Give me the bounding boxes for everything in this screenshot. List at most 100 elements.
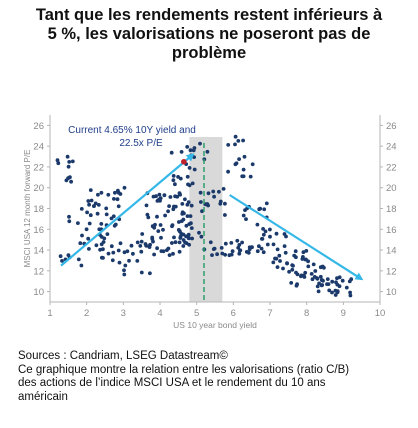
scatter-point xyxy=(337,275,342,280)
scatter-point xyxy=(89,198,94,203)
scatter-point xyxy=(223,201,227,206)
scatter-point xyxy=(66,253,71,257)
scatter-point xyxy=(67,160,72,164)
scatter-point xyxy=(187,242,192,247)
scatter-point xyxy=(58,254,63,259)
scatter-point xyxy=(255,222,260,227)
scatter-point xyxy=(112,197,116,201)
scatter-point xyxy=(56,161,61,166)
scatter-point xyxy=(93,201,98,206)
scatter-point xyxy=(309,272,314,276)
scatter-point xyxy=(157,192,162,197)
source-line: américain xyxy=(18,390,68,403)
scatter-point xyxy=(303,270,308,275)
scatter-point xyxy=(101,247,105,252)
scatter-point xyxy=(205,149,210,154)
x-tick-label: 8 xyxy=(304,308,309,319)
scatter-point xyxy=(85,210,89,215)
scatter-point xyxy=(283,250,288,255)
scatter-point xyxy=(319,283,324,288)
scatter-point xyxy=(118,192,123,196)
scatter-point xyxy=(116,188,120,193)
scatter-point xyxy=(170,223,175,228)
y-tick-label-right: 16 xyxy=(386,225,397,236)
scatter-point xyxy=(99,190,104,195)
scatter-point xyxy=(316,289,321,294)
scatter-point xyxy=(294,255,298,260)
scatter-point xyxy=(68,175,72,180)
scatter-point xyxy=(173,240,178,245)
scatter-point xyxy=(330,290,334,295)
scatter-point xyxy=(184,223,189,228)
scatter-point xyxy=(150,237,155,241)
scatter-point xyxy=(344,285,349,290)
scatter-point xyxy=(311,262,316,267)
shaded-band xyxy=(189,137,223,302)
scatter-point xyxy=(190,236,195,241)
scatter-point xyxy=(116,204,121,209)
y-tick-label-right: 18 xyxy=(386,204,397,215)
scatter-point xyxy=(144,203,149,208)
scatter-point xyxy=(101,240,106,244)
scatter-point xyxy=(325,277,330,281)
scatter-point xyxy=(138,244,143,248)
scatter-point xyxy=(289,281,294,285)
scatter-point xyxy=(158,196,163,201)
scatter-point xyxy=(235,238,240,243)
scatter-point xyxy=(80,233,84,238)
x-tick-label: 6 xyxy=(231,308,236,319)
x-tick-label: 3 xyxy=(121,308,126,319)
scatter-point xyxy=(282,244,287,249)
scatter-point xyxy=(104,206,109,211)
y-tick-label-left: 14 xyxy=(33,246,44,257)
scatter-point xyxy=(76,257,81,262)
scatter-point xyxy=(110,258,115,263)
scatter-point xyxy=(95,211,100,216)
scatter-point xyxy=(86,199,91,203)
scatter-point xyxy=(217,189,221,194)
x-tick-label: 7 xyxy=(267,308,272,319)
scatter-point xyxy=(178,229,182,234)
title-line: 5 %, les valorisations ne poseront pas d… xyxy=(47,25,371,43)
scatter-point xyxy=(192,167,197,172)
y-tick-label-right: 10 xyxy=(386,287,397,298)
scatter-point xyxy=(129,243,134,248)
scatter-point xyxy=(86,236,91,241)
scatter-point xyxy=(88,188,93,193)
scatter-point xyxy=(189,221,193,226)
scatter-point xyxy=(333,293,338,297)
scatter-point xyxy=(250,245,254,250)
scatter-point xyxy=(236,139,241,143)
scatter-point xyxy=(211,247,216,252)
scatter-point xyxy=(315,284,320,289)
scatter-point xyxy=(181,238,186,242)
scatter-point xyxy=(162,193,167,198)
current-point xyxy=(181,158,187,165)
scatter-point xyxy=(306,259,310,264)
scatter-point xyxy=(87,221,92,226)
scatter-point xyxy=(327,288,332,293)
scatter-point xyxy=(109,244,114,249)
x-tick-label: 2 xyxy=(84,308,89,319)
scatter-point xyxy=(106,192,111,197)
scatter-point xyxy=(206,191,211,196)
scatter-point xyxy=(177,220,181,224)
scatter-point xyxy=(281,266,285,271)
scatter-point xyxy=(113,222,118,227)
scatter-point xyxy=(219,246,224,250)
scatter-point xyxy=(172,235,176,240)
scatter-point xyxy=(155,214,159,219)
scatter-point xyxy=(173,194,178,199)
scatter-point xyxy=(210,253,214,257)
scatter-point xyxy=(310,277,315,282)
y-tick-label-right: 26 xyxy=(386,121,397,132)
scatter-point xyxy=(152,225,157,230)
scatter-point xyxy=(240,174,245,179)
sources-note: Sources : Candriam, LSEG Datastream© Ce … xyxy=(18,350,408,404)
scatter-point xyxy=(79,207,84,211)
y-tick-label-right: 14 xyxy=(386,246,397,257)
scatter-point xyxy=(115,197,120,202)
scatter-point xyxy=(116,248,121,253)
scatter-point xyxy=(171,207,176,212)
scatter-point xyxy=(139,249,144,254)
